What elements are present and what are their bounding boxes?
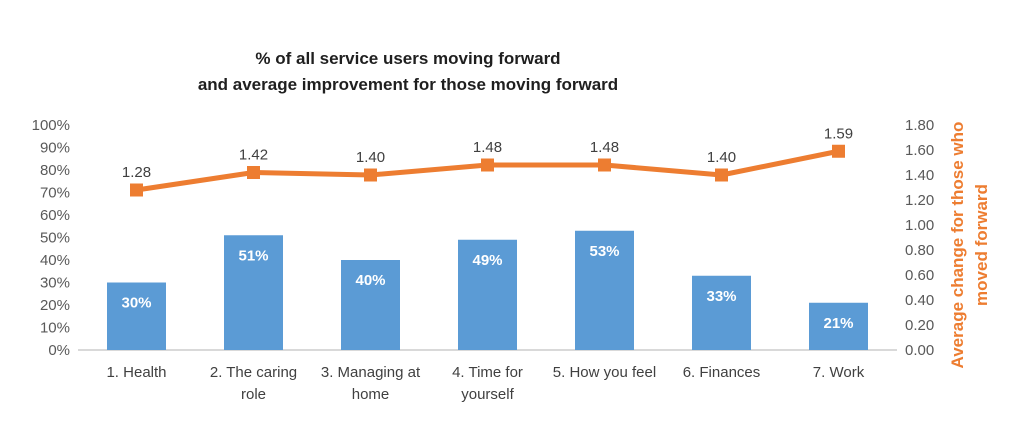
line-value-label: 1.40 xyxy=(356,149,385,166)
left-axis-tick-label: 70% xyxy=(40,185,70,202)
right-axis-tick-label: 1.60 xyxy=(905,142,934,159)
bar xyxy=(809,302,868,350)
x-axis-category-label: 4. Time for xyxy=(452,364,523,381)
left-axis-tick-label: 60% xyxy=(40,207,70,224)
bar xyxy=(107,282,166,350)
line-marker xyxy=(832,144,845,158)
right-axis-tick-label: 0.80 xyxy=(905,242,934,259)
line-value-label: 1.59 xyxy=(824,125,853,142)
bar-value-label: 51% xyxy=(238,247,268,264)
right-axis-tick-label: 1.00 xyxy=(905,217,934,234)
left-axis-tick-label: 40% xyxy=(40,252,70,269)
left-axis-tick-label: 30% xyxy=(40,275,70,292)
right-axis-tick-label: 1.80 xyxy=(905,117,934,134)
x-axis-category-label: 7. Work xyxy=(813,364,865,381)
x-axis-category-label: home xyxy=(352,386,390,403)
bar xyxy=(341,260,400,350)
chart-title-line-1: % of all service users moving forward xyxy=(255,49,561,68)
x-axis-category-label: role xyxy=(241,386,266,403)
right-axis-tick-label: 1.40 xyxy=(905,167,934,184)
line-value-label: 1.28 xyxy=(122,164,151,181)
left-axis-tick-label: 10% xyxy=(40,320,70,337)
bar xyxy=(458,239,517,350)
right-axis-tick-label: 1.20 xyxy=(905,192,934,209)
line-value-label: 1.40 xyxy=(707,149,736,166)
line-value-label: 1.42 xyxy=(239,147,268,164)
right-axis-tick-label: 0.60 xyxy=(905,267,934,284)
x-axis-category-label: yourself xyxy=(461,386,514,403)
bar-value-label: 33% xyxy=(706,288,736,305)
left-axis-tick-label: 50% xyxy=(40,230,70,247)
line-marker xyxy=(247,166,260,179)
chart-title-line-2: and average improvement for those moving… xyxy=(197,75,619,94)
chart-title: % of all service users moving forward an… xyxy=(198,46,618,98)
left-axis-tick-label: 80% xyxy=(40,162,70,179)
bar xyxy=(575,230,634,350)
left-axis-tick-label: 0% xyxy=(48,342,70,359)
right-axis-title: moved forward xyxy=(972,184,991,306)
bar-value-label: 49% xyxy=(472,252,502,269)
bar-value-label: 53% xyxy=(589,243,619,260)
line-value-label: 1.48 xyxy=(473,139,502,156)
right-axis-title: Average change for those who xyxy=(948,122,967,369)
line-marker xyxy=(130,183,143,197)
bar-value-label: 40% xyxy=(355,272,385,289)
x-axis-category-label: 2. The caring xyxy=(210,364,297,381)
line-marker xyxy=(598,158,611,172)
left-axis-tick-label: 100% xyxy=(32,117,70,134)
bar-value-label: 21% xyxy=(823,315,853,332)
bar xyxy=(692,275,751,350)
bar-value-label: 30% xyxy=(121,295,151,312)
right-axis-tick-label: 0.00 xyxy=(905,342,934,359)
x-axis-category-label: 1. Health xyxy=(106,364,166,381)
x-axis-category-label: 3. Managing at xyxy=(321,364,421,381)
line-marker xyxy=(364,168,377,182)
bar xyxy=(224,235,283,350)
x-axis-category-label: 6. Finances xyxy=(683,364,761,381)
line-value-label: 1.48 xyxy=(590,139,619,156)
line-marker xyxy=(481,158,494,172)
left-axis-tick-label: 20% xyxy=(40,297,70,314)
left-axis-tick-label: 90% xyxy=(40,140,70,157)
right-axis-tick-label: 0.40 xyxy=(905,292,934,309)
x-axis-category-label: 5. How you feel xyxy=(553,364,656,381)
right-axis-tick-label: 0.20 xyxy=(905,317,934,334)
line-marker xyxy=(715,168,728,182)
